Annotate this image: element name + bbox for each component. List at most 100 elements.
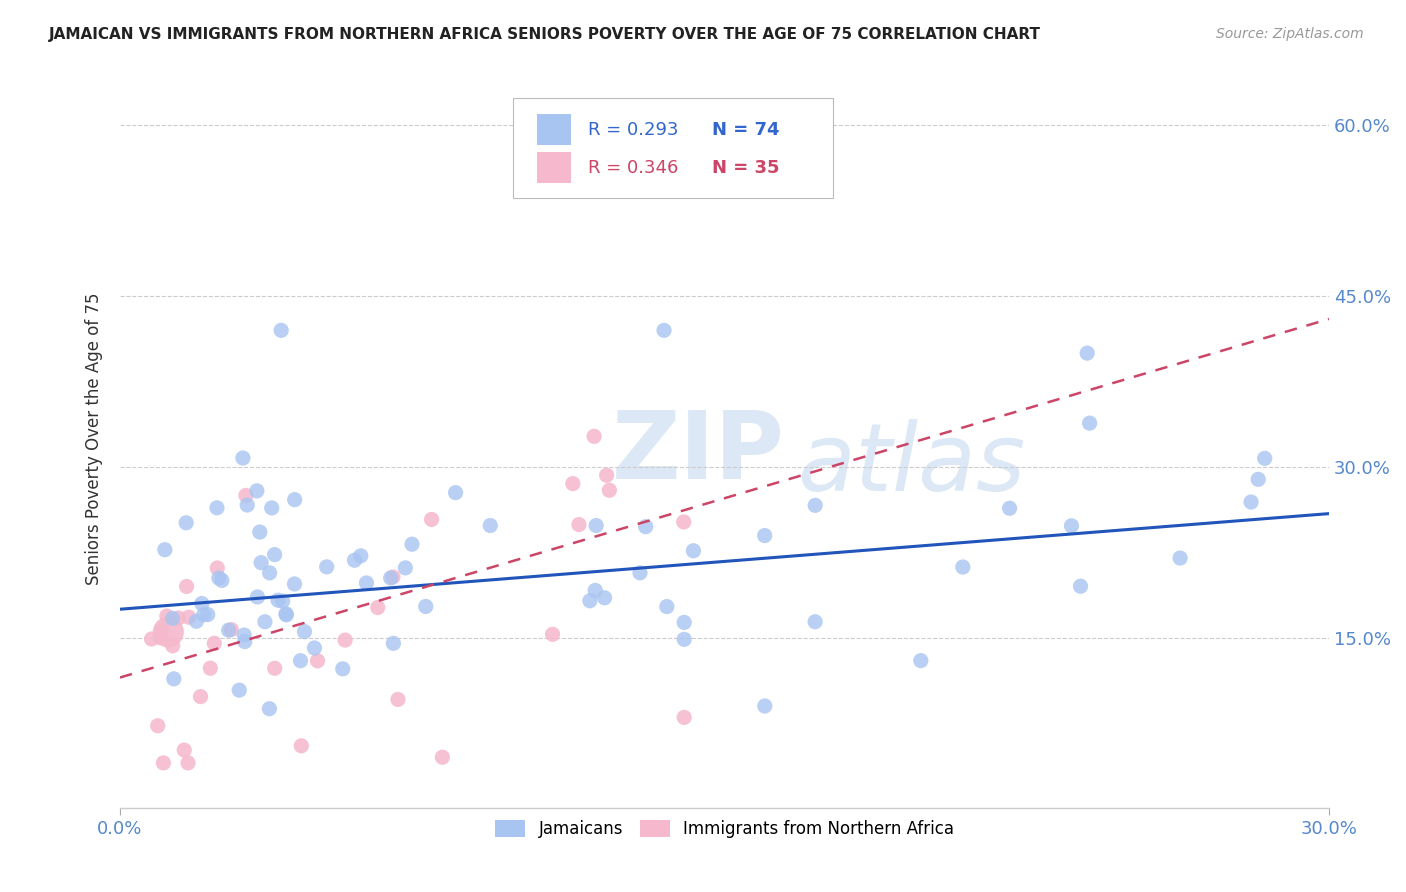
Point (177, 756, 200, 770)
Point (150, 624, 173, 638)
Point (307, 654, 329, 668)
Point (176, 579, 198, 593)
Point (290, 654, 312, 668)
Point (561, 476, 583, 491)
Text: R = 0.293: R = 0.293 (588, 121, 678, 139)
Point (207, 561, 229, 575)
Point (541, 627, 564, 641)
Point (174, 516, 197, 530)
Point (250, 556, 273, 570)
Point (444, 485, 467, 500)
Point (221, 623, 243, 637)
Text: N = 74: N = 74 (713, 121, 780, 139)
Legend: Jamaicans, Immigrants from Northern Africa: Jamaicans, Immigrants from Northern Afri… (488, 813, 960, 845)
Point (382, 570, 405, 584)
Point (173, 743, 195, 757)
Point (420, 512, 443, 526)
Point (267, 593, 290, 607)
Point (387, 692, 409, 706)
FancyBboxPatch shape (537, 153, 571, 183)
Point (380, 571, 402, 585)
Point (652, 323, 675, 337)
Point (343, 553, 366, 567)
Point (149, 631, 172, 645)
Point (186, 614, 208, 628)
Point (1060, 518, 1083, 533)
Point (804, 499, 827, 513)
Point (208, 571, 231, 585)
Point (350, 549, 373, 563)
Point (163, 672, 186, 686)
Point (382, 636, 405, 650)
Point (585, 518, 607, 533)
Point (568, 517, 591, 532)
Point (1076, 346, 1098, 360)
Point (290, 739, 312, 753)
Point (394, 561, 416, 575)
Point (598, 483, 620, 498)
Point (479, 518, 502, 533)
Point (401, 537, 423, 551)
Point (152, 756, 174, 770)
Point (634, 519, 657, 533)
Y-axis label: Seniors Poverty Over the Age of 75: Seniors Poverty Over the Age of 75 (86, 293, 103, 585)
Point (274, 607, 297, 621)
Point (952, 560, 974, 574)
Point (259, 702, 281, 716)
Point (236, 498, 259, 512)
Point (246, 483, 269, 498)
Point (141, 632, 163, 646)
Text: N = 35: N = 35 (713, 159, 780, 177)
Point (284, 492, 307, 507)
Point (271, 594, 294, 608)
Point (754, 698, 776, 713)
Point (276, 607, 298, 622)
Point (253, 615, 276, 629)
Point (804, 615, 827, 629)
Point (162, 611, 184, 625)
Point (232, 450, 254, 465)
Point (315, 560, 337, 574)
Point (593, 591, 616, 605)
Text: atlas: atlas (797, 419, 1025, 510)
Point (249, 524, 271, 539)
Text: Source: ZipAtlas.com: Source: ZipAtlas.com (1216, 27, 1364, 41)
Point (583, 429, 606, 443)
Point (200, 661, 222, 675)
Text: JAMAICAN VS IMMIGRANTS FROM NORTHERN AFRICA SENIORS POVERTY OVER THE AGE OF 75 C: JAMAICAN VS IMMIGRANTS FROM NORTHERN AFR… (49, 27, 1042, 42)
Point (910, 654, 932, 668)
Point (672, 515, 695, 529)
Point (583, 583, 606, 598)
Point (157, 625, 180, 640)
Text: ZIP: ZIP (612, 408, 785, 500)
Point (153, 542, 176, 557)
Point (270, 323, 292, 337)
Point (177, 610, 200, 624)
Point (1078, 416, 1101, 430)
Point (260, 500, 283, 515)
Point (211, 574, 233, 588)
Point (1070, 579, 1092, 593)
Point (579, 593, 602, 607)
Point (367, 600, 389, 615)
Point (259, 566, 281, 580)
Point (628, 566, 651, 580)
Point (1240, 495, 1263, 509)
Point (1168, 551, 1191, 566)
Point (233, 634, 256, 648)
Point (146, 719, 169, 733)
Point (673, 710, 696, 724)
Point (432, 750, 454, 764)
Point (673, 632, 696, 647)
Point (167, 611, 190, 625)
Point (595, 468, 617, 483)
Point (1254, 451, 1277, 466)
FancyBboxPatch shape (537, 114, 571, 145)
Point (754, 528, 776, 542)
Point (1247, 472, 1270, 486)
Point (202, 636, 225, 650)
Point (294, 624, 316, 639)
Point (156, 609, 179, 624)
Point (356, 576, 378, 591)
Point (263, 548, 285, 562)
